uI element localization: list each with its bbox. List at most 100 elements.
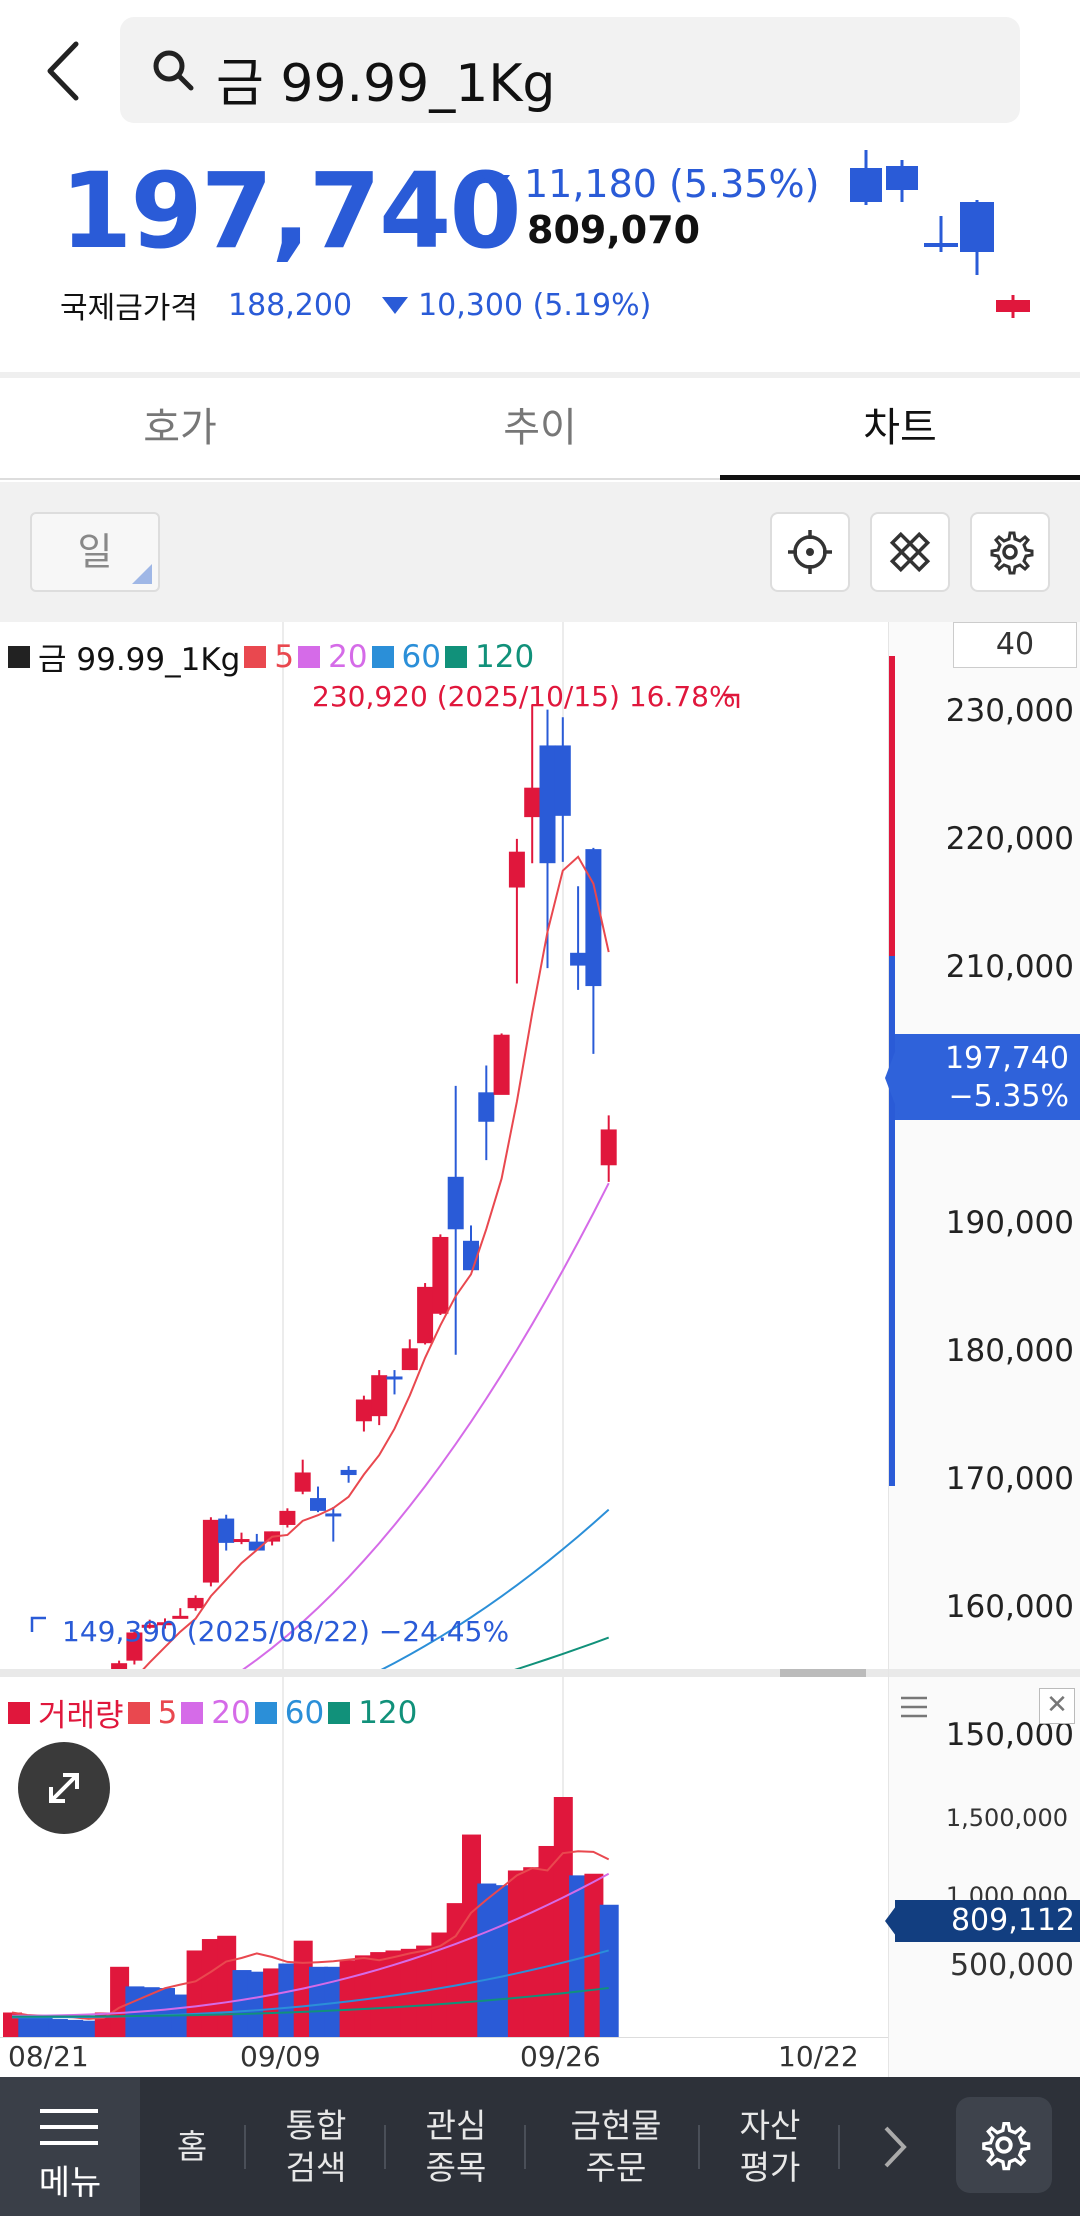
price-chart[interactable] [0,622,888,1677]
legend-ma120: 120 [475,638,535,675]
date-label: 08/21 [8,2040,89,2073]
legend-swatch [181,1701,204,1724]
candle [371,1375,388,1417]
mini-candle [850,168,882,202]
candle [233,1539,250,1543]
price-axis[interactable]: 40 230,000 220,000 210,000 190,000 180,000 17… [885,622,1080,2077]
legend-swatch [244,645,267,668]
legend-vol-ma20: 20 [211,1694,251,1731]
chart-settings-button[interactable] [970,512,1050,592]
volume-bar [431,1932,451,2037]
volume-legend: 거래량 5 20 60 120 [8,1690,417,1735]
tab-chart[interactable]: 차트 [720,378,1080,480]
search-bar[interactable]: 금 99.99_1Kg [120,17,1020,123]
volume-bar [370,1952,390,2037]
volume-bar [385,1950,405,2037]
low-annotation: 149,390 (2025/08/22) −24.45% [62,1615,510,1648]
volume-tick: 500,000 [949,1948,1074,1983]
candle [279,1510,296,1525]
chevron-right-icon [884,2126,907,2167]
current-price: 197,740 [60,150,522,272]
volume-bar [140,1987,160,2037]
date-label: 09/09 [240,2040,321,2073]
nav-divider [384,2125,386,2169]
candle-count[interactable]: 40 [953,622,1077,668]
menu-label: 메뉴 [38,2163,102,2203]
ma20-line [230,1182,610,1677]
candle [386,1376,403,1380]
nav-integrated-search[interactable]: 통합 검색 [285,2105,347,2187]
close-icon[interactable]: ✕ [1039,1688,1075,1724]
legend-swatch [328,1701,351,1724]
volume-chart[interactable] [0,1677,888,2057]
candle [126,1632,143,1661]
hamburger-icon[interactable] [899,1694,929,1720]
search-query[interactable]: 금 99.99_1Kg [216,54,556,114]
pane-divider [889,1669,1080,1677]
drawing-tools-button[interactable] [870,512,950,592]
candle [294,1472,311,1492]
volume-bar [324,1966,344,2037]
legend-swatch [298,645,321,668]
volume-bar [79,2020,99,2037]
volume-bar [462,1834,481,2037]
candle [157,1622,173,1626]
expand-icon [49,1773,79,1803]
intl-change: 10,300 (5.19%) [382,288,651,323]
chart-area[interactable]: 금 99.99_1Kg 5 20 60 120 230,920 (2025/10… [0,622,1080,2077]
volume-bar [232,1970,252,2037]
gear-icon [990,531,1034,575]
candle [248,1541,265,1551]
menu-button[interactable]: 메뉴 [0,2077,140,2216]
crosshair-icon [788,530,832,574]
nav-divider [838,2125,840,2169]
legend-price-name: 금 99.99_1Kg [38,642,241,678]
tab-bar: 호가 추이 차트 [0,378,1080,480]
nav-home[interactable]: 홈 [176,2126,208,2166]
price-tick: 160,000 [945,1589,1074,1625]
legend-vol-ma5: 5 [157,1694,178,1731]
gear-icon [982,2122,1031,2171]
nav-settings-button[interactable] [956,2097,1052,2193]
candle [539,745,556,864]
back-arrow-icon[interactable] [40,36,90,106]
price-legend: 금 99.99_1Kg 5 20 60 120 [8,634,534,679]
intl-price: 188,200 [228,287,353,323]
legend-swatch [8,645,30,668]
pane-divider[interactable] [0,1669,888,1677]
price-tick: 220,000 [945,821,1074,857]
price-tick: 210,000 [945,949,1074,985]
high-annotation: 230,920 (2025/10/15) 16.78% [312,680,736,713]
tab-trend[interactable]: 추이 [503,405,577,451]
candle [355,1399,372,1422]
mini-candle [960,202,994,252]
date-axis: 08/21 09/09 09/26 10/22 [0,2037,888,2077]
top-bar: 금 99.99_1Kg [0,0,1080,140]
volume-marker-arrow [885,1902,899,1940]
crosshair-button[interactable] [770,512,850,592]
hamburger-icon [40,2109,98,2145]
legend-swatch [371,645,394,668]
nav-asset-evaluation[interactable]: 자산 평가 [739,2105,801,2187]
volume-bar [247,1971,267,2037]
range-bar-down [889,956,895,1486]
vol-ma20-line [11,1872,610,2017]
nav-more-arrow[interactable] [850,2077,940,2216]
nav-watchlist[interactable]: 관심 종목 [425,2105,487,2187]
candle [554,745,571,816]
candle [141,1624,158,1628]
candle [202,1519,219,1583]
tab-orderbook[interactable]: 호가 [143,405,217,451]
volume-bar [477,1883,497,2037]
expand-chart-button[interactable] [18,1742,110,1834]
mini-candle [886,166,918,190]
legend-ma20: 20 [328,638,368,675]
volume-bar [278,1963,298,2037]
scroll-handle[interactable] [780,1669,866,1677]
ma5-line [134,855,610,1677]
price-tick: 190,000 [945,1205,1074,1241]
period-selector[interactable]: 일 [30,512,160,592]
candle [493,1034,510,1095]
legend-swatch [254,1701,277,1724]
nav-gold-order[interactable]: 금현물 주문 [570,2105,662,2187]
